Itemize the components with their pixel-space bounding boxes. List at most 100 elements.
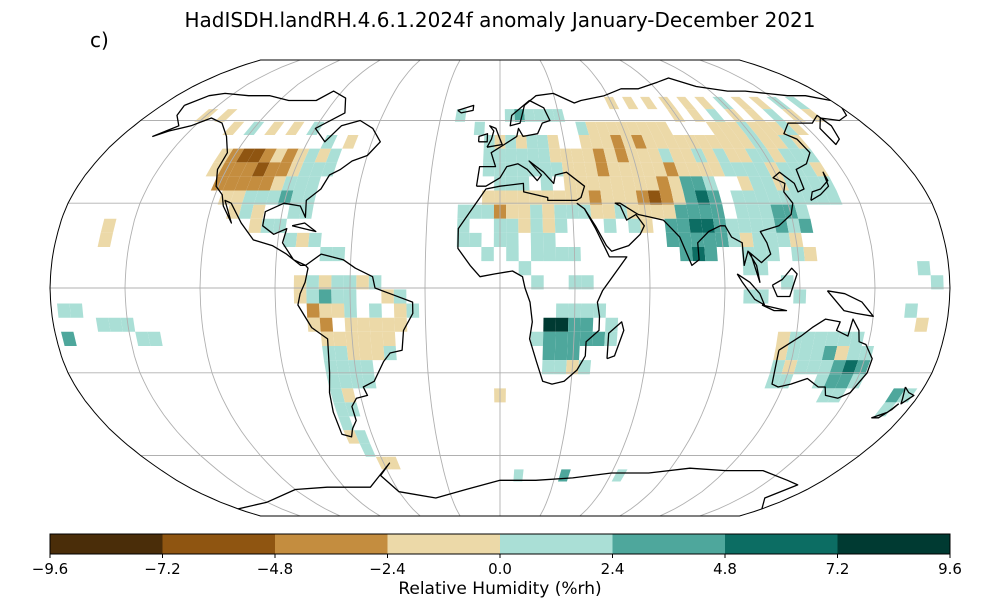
anomaly-cell (690, 232, 705, 247)
anomaly-cell (333, 331, 347, 346)
anomaly-cell (265, 190, 282, 205)
colorbar-segment (612, 534, 726, 554)
anomaly-cell (108, 317, 123, 332)
anomaly-cell (543, 247, 556, 262)
anomaly-cell (874, 402, 897, 417)
anomaly-cell (755, 121, 778, 135)
anomaly-cell (651, 162, 668, 177)
anomaly-cell (693, 135, 713, 149)
anomaly-cell (646, 148, 663, 163)
anomaly-cell (356, 275, 369, 290)
coastline (475, 77, 831, 187)
anomaly-cell (744, 148, 764, 163)
anomaly-cell (577, 360, 592, 375)
anomaly-cell (606, 162, 622, 177)
anomaly-cell (554, 346, 568, 361)
colorbar-tick-label: 2.4 (601, 560, 625, 578)
anomaly-cell (297, 162, 315, 177)
anomaly-cell (457, 218, 470, 233)
anomaly-cell (650, 204, 665, 219)
anomaly-cell (734, 204, 750, 219)
anomaly-cell (229, 190, 247, 205)
anomaly-cell (588, 190, 603, 205)
anomaly-cell (362, 374, 377, 389)
coastline (583, 107, 848, 283)
anomaly-cell (622, 96, 639, 110)
anomaly-cell (482, 190, 495, 205)
anomaly-cell (581, 148, 596, 163)
anomaly-cell (584, 162, 599, 177)
anomaly-cell (704, 135, 724, 149)
anomaly-cell (917, 261, 931, 276)
anomaly-cell (679, 148, 697, 163)
anomaly-cell (555, 247, 569, 262)
anomaly-cell (542, 218, 556, 233)
coastline (152, 90, 381, 267)
anomaly-cell (295, 232, 310, 247)
anomaly-cell (685, 162, 703, 177)
anomaly-cell (303, 148, 321, 163)
anomaly-cell (765, 121, 789, 135)
anomaly-cell (896, 388, 918, 403)
anomaly-cell (336, 360, 351, 375)
anomaly-cell (766, 148, 787, 163)
anomaly-cell (269, 148, 288, 163)
anomaly-cell (325, 148, 343, 163)
anomaly-cell (614, 148, 630, 163)
anomaly-cell (800, 331, 816, 346)
anomaly-cell (612, 190, 627, 205)
anomaly-cell (457, 204, 470, 219)
anomaly-cell (598, 176, 613, 191)
anomaly-cell (360, 360, 375, 375)
anomaly-cell (570, 148, 585, 163)
anomaly-cell (482, 162, 495, 177)
anomaly-cell (714, 135, 734, 149)
anomaly-cell (517, 190, 530, 205)
colorbar-segment (725, 534, 838, 554)
anomaly-cell (263, 162, 281, 177)
coastline (486, 125, 503, 148)
anomaly-cell (794, 204, 811, 219)
anomaly-cell (542, 331, 556, 346)
anomaly-cell (580, 317, 594, 332)
anomaly-cell (737, 218, 752, 233)
colorbar-tick-label: −7.2 (144, 560, 180, 578)
anomaly-cell (603, 218, 617, 233)
map-outline (49, 59, 951, 517)
anomaly-cell (806, 176, 825, 191)
anomaly-cell (338, 416, 355, 431)
anomaly-cell (246, 176, 264, 191)
anomaly-cell (679, 176, 695, 191)
anomaly-cell (69, 303, 84, 318)
anomaly-cell (530, 204, 543, 219)
anomaly-cell (264, 121, 285, 135)
anomaly-cell (777, 148, 798, 163)
anomaly-cell (758, 204, 774, 219)
anomaly-cell (657, 148, 675, 163)
anomaly-cell (518, 261, 532, 276)
anomaly-cell (777, 135, 800, 149)
anomaly-cell (334, 346, 349, 361)
coastline (457, 104, 475, 114)
anomaly-cell (575, 121, 590, 135)
anomaly-cell (555, 317, 569, 332)
anomaly-cell (473, 121, 485, 135)
coastline (237, 462, 799, 510)
anomaly-cell (529, 190, 543, 205)
anomaly-cell (469, 232, 482, 247)
anomaly-cell (698, 204, 713, 219)
colorbar-segment (387, 534, 501, 554)
anomaly-cell (668, 148, 686, 163)
anomaly-cell (393, 289, 407, 304)
anomaly-cell (547, 135, 560, 149)
anomaly-cell (527, 148, 540, 163)
anomaly-cell (641, 135, 658, 149)
graticule (50, 60, 950, 516)
anomaly-cell (776, 232, 791, 247)
anomaly-grid-cells (57, 96, 944, 482)
anomaly-cell (258, 148, 277, 163)
anomaly-cell (358, 346, 373, 361)
anomaly-cell (707, 162, 726, 177)
anomaly-cell (686, 204, 701, 219)
anomaly-cell (359, 443, 376, 457)
